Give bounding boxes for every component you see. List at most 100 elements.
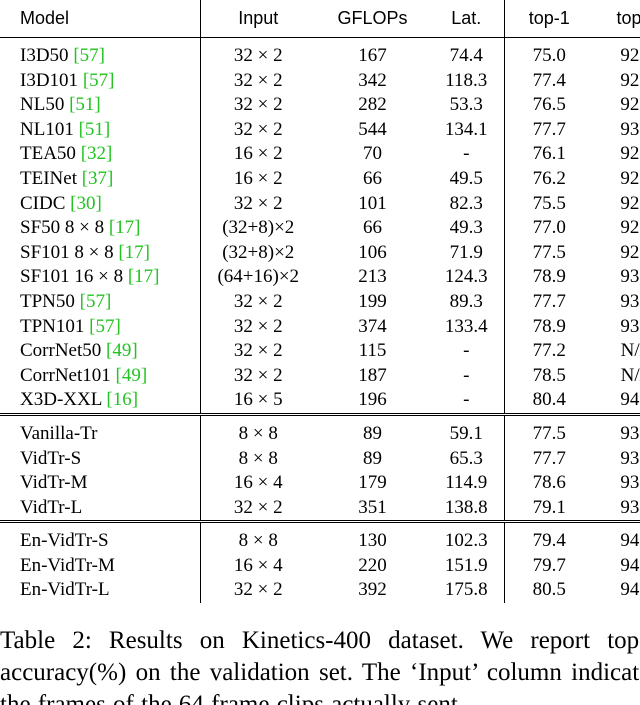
model-name: TEINet [20,167,77,189]
citation-link[interactable]: [49] [115,364,148,386]
cell-top5: 92.6 [620,94,640,116]
cell-latency: 175.8 [444,579,488,601]
citation-link[interactable]: [16] [106,389,139,411]
table-row: VidTr-S 8 × 8 89 65.3 77.7 93.3 [0,446,640,472]
cell-top5: 94.0 [594,520,640,554]
cell-model: I3D50 [57] [0,36,200,69]
model-name: Vanilla-Tr [20,422,98,444]
cell-model: I3D101 [57] [0,69,200,94]
model-name: En-VidTr-M [20,554,115,576]
cell-gflops: 167 [316,36,429,69]
cell-top1: 77.0 [503,216,594,241]
cell-input: 32 × 2 [199,289,316,315]
table-header: Model Input GFLOPs Lat. top-1 top-5 [0,0,640,38]
cell-model: SF50 8 × 8 [17] [0,216,200,241]
cell-input: 16 × 2 [199,166,316,192]
model-name: CorrNet50 [20,340,102,362]
cell-gflops: 89 [316,412,429,447]
cell-top5: 94.6 [620,579,640,601]
citation-link[interactable]: [17] [118,241,151,263]
cell-latency: 49.5 [449,167,483,189]
cell-top5: 94.2 [620,554,640,576]
cell-model: En-VidTr-M [0,554,200,579]
cell-model: TPN101 [57] [0,315,200,340]
cell-model: SF101 16 × 8 [17] [0,265,200,290]
citation-link[interactable]: [57] [82,69,115,91]
header-input: Input [199,0,316,38]
cell-latency: 124.3 [444,266,488,288]
cell-top1: 78.9 [503,314,594,340]
cell-gflops: 70 [363,143,382,165]
cell-gflops: 179 [358,472,387,494]
citation-link[interactable]: [51] [78,118,111,140]
citation-link[interactable]: [57] [73,45,105,66]
cell-latency: 53.3 [449,94,483,116]
cell-top1: 78.6 [503,471,594,496]
cell-top1: 80.5 [503,578,594,604]
cell-top5: N/A [620,364,640,386]
cell-top5: 92.6 [620,217,640,239]
cell-model: VidTr-S [0,447,200,472]
cell-latency: 102.3 [429,520,504,554]
cell-top5: 92.5 [620,143,640,165]
model-name: En-VidTr-L [20,579,110,601]
citation-link[interactable]: [30] [70,192,102,214]
cell-top5: 92.5 [620,167,640,189]
model-name: X3D-XXL [20,389,102,411]
cell-gflops: 115 [358,340,387,362]
cell-top5: 94.6 [620,389,640,411]
cell-gflops: 66 [363,167,382,189]
model-name: En-VidTr-S [20,530,109,552]
cell-top5: 93.5 [620,266,640,288]
citation-link[interactable]: [37] [81,167,114,189]
cell-gflops: 374 [358,315,387,337]
cell-top1: 79.7 [503,553,594,579]
table-row: En-VidTr-L 32 × 2 392 175.8 80.5 94.6 [0,578,640,604]
cell-input: 8 × 8 [199,446,316,472]
model-name: TPN50 [20,290,75,312]
cell-input: (32+8)×2 [199,240,316,266]
citation-link[interactable]: [51] [69,94,101,116]
citation-link[interactable]: [57] [89,315,121,337]
citation-link[interactable]: [32] [80,143,113,165]
table-row: En-VidTr-M 16 × 4 220 151.9 79.7 94.2 [0,553,640,579]
cell-latency: 151.9 [444,554,488,576]
cell-input: 32 × 2 [199,363,316,389]
cell-model: TEA50 [32] [0,142,200,167]
cell-top1: 76.5 [503,93,594,118]
citation-link[interactable]: [17] [108,217,141,239]
cell-gflops: 187 [358,364,387,386]
cell-top5: 93.9 [620,496,640,518]
cell-top5: 93.2 [594,412,640,447]
cell-gflops: 89 [363,447,382,469]
cell-top1: 77.7 [503,289,594,315]
model-name: CIDC [20,192,66,214]
table-row: SF101 16 × 8 [17] (64+16)×2 213 124.3 78.9 93… [0,265,640,290]
cell-top1: 77.7 [503,117,594,143]
cell-gflops: 199 [358,290,387,312]
citation-link[interactable]: [17] [127,266,160,288]
cell-gflops: 130 [316,520,429,554]
cell-input: 32 × 2 [199,191,316,217]
citation-link[interactable]: [57] [79,290,112,312]
cell-latency: 49.3 [449,217,483,239]
cell-model: CIDC [30] [0,192,200,217]
cell-latency: 133.4 [444,315,488,337]
citation-link[interactable]: [49] [106,340,138,362]
cell-gflops: 101 [358,192,387,214]
cell-input: (32+8)×2 [199,216,316,241]
cell-model: CorrNet101 [49] [0,364,200,389]
cell-input: 16 × 2 [199,142,316,167]
model-name: I3D101 [20,69,79,91]
cell-top1: 75.0 [503,36,594,69]
cell-gflops: 66 [363,217,382,239]
cell-top1: 77.4 [503,68,594,94]
cell-latency: 118.3 [445,69,488,91]
cell-latency: - [463,364,470,386]
